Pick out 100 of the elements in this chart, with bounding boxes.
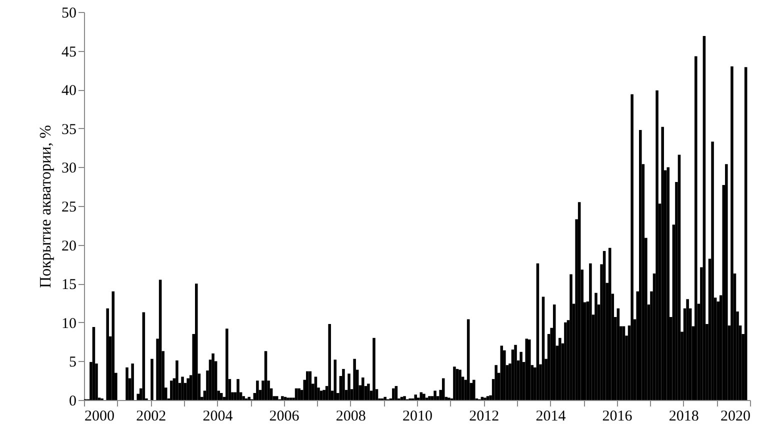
bar <box>536 263 540 400</box>
y-tick-label: 15 <box>62 277 76 294</box>
bar <box>564 322 567 400</box>
bar <box>456 368 459 400</box>
bar <box>494 365 498 400</box>
x-tick-label: 2014 <box>536 408 566 424</box>
bar <box>514 344 517 400</box>
bar <box>248 396 250 400</box>
bar <box>558 338 562 400</box>
bar <box>666 167 670 400</box>
bar <box>711 142 714 400</box>
y-tick-label: 40 <box>62 83 76 100</box>
bar <box>486 396 490 400</box>
bar <box>328 324 331 400</box>
bar <box>608 248 612 400</box>
bar <box>472 380 476 400</box>
bar <box>158 280 162 400</box>
bar <box>744 67 748 400</box>
y-tick-label: 10 <box>62 316 76 332</box>
bar <box>428 396 431 400</box>
y-tick-label: 5 <box>69 354 76 371</box>
bar <box>112 291 115 400</box>
bar <box>372 338 376 400</box>
bar <box>181 376 184 400</box>
bar <box>275 396 278 400</box>
y-tick-label: 35 <box>62 122 76 138</box>
bar <box>678 154 681 400</box>
bar <box>552 304 556 400</box>
bar <box>403 396 406 400</box>
bar <box>342 368 345 400</box>
y-tick-label: 0 <box>69 394 76 410</box>
bar <box>656 90 658 400</box>
bar <box>236 379 240 400</box>
bar <box>570 274 572 400</box>
x-tick-label: 2018 <box>668 408 699 424</box>
bar <box>170 380 173 400</box>
bar <box>414 394 417 400</box>
bar <box>542 296 545 400</box>
bar <box>106 308 109 400</box>
bar <box>594 292 598 400</box>
x-tick-label: 2016 <box>602 408 633 424</box>
bar <box>589 263 592 400</box>
bar <box>520 352 522 400</box>
x-tick-label: 2020 <box>720 408 750 424</box>
bar <box>195 284 198 400</box>
bar <box>131 364 134 400</box>
bar <box>176 360 178 400</box>
bar <box>528 339 531 400</box>
bar <box>661 126 664 400</box>
bar <box>314 376 318 400</box>
bar <box>422 394 426 400</box>
bar <box>320 390 323 400</box>
y-tick-label: 50 <box>62 6 76 22</box>
bar <box>442 378 445 400</box>
bar <box>616 308 620 400</box>
bar <box>220 393 223 400</box>
bar <box>322 390 326 400</box>
bar <box>353 358 356 400</box>
bar <box>686 299 689 400</box>
bar <box>186 378 190 400</box>
bar <box>420 392 423 400</box>
bar <box>362 377 364 400</box>
y-tick-label: 45 <box>62 44 76 60</box>
bar <box>578 202 581 400</box>
x-tick-label: 2008 <box>336 408 366 424</box>
bar <box>150 358 154 400</box>
bar <box>92 327 96 400</box>
bar <box>212 353 214 400</box>
bar <box>298 388 300 400</box>
bar <box>458 370 462 400</box>
bar <box>453 366 456 400</box>
bar <box>264 351 268 400</box>
x-tick-label: 2004 <box>202 408 234 424</box>
bar <box>126 367 128 400</box>
bar <box>725 164 728 400</box>
bar <box>226 328 228 400</box>
bar <box>256 380 259 400</box>
bar <box>281 396 284 400</box>
bar <box>702 36 706 400</box>
bar <box>525 338 528 400</box>
x-tick-label: 2006 <box>269 408 300 424</box>
bar <box>500 346 504 400</box>
bar <box>392 388 395 400</box>
x-tick-label: 2002 <box>136 408 166 424</box>
bar <box>334 360 337 400</box>
bar <box>602 251 606 400</box>
bar <box>242 396 245 400</box>
bar <box>639 130 642 400</box>
bar <box>306 371 309 400</box>
bar <box>434 390 436 400</box>
bar <box>630 94 634 400</box>
y-tick-label: 20 <box>62 238 76 254</box>
y-axis-title: Покрытие акватории, % <box>38 125 54 288</box>
bar <box>348 374 350 400</box>
y-tick-label: 25 <box>62 200 76 216</box>
x-tick-label: 2010 <box>402 408 432 424</box>
bar <box>466 319 470 400</box>
bar <box>367 384 370 400</box>
bar <box>394 386 398 400</box>
bar <box>730 66 734 400</box>
